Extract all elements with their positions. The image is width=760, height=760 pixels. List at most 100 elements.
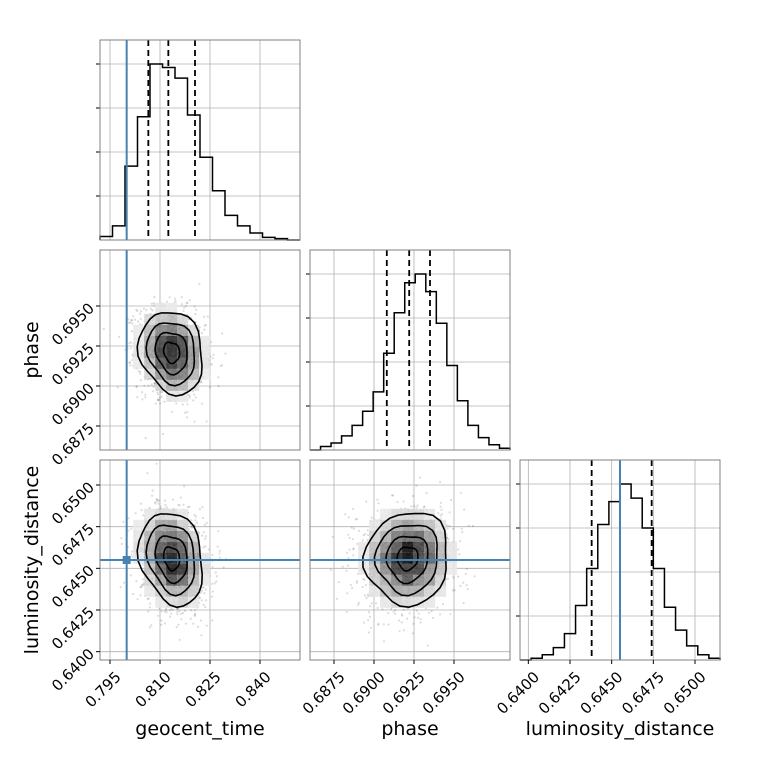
sample-point [139, 317, 142, 320]
sample-point [406, 617, 409, 620]
x-tick-label: 0.825 [182, 668, 225, 711]
sample-point [139, 586, 142, 589]
sample-point [131, 550, 134, 553]
density-cell [166, 574, 178, 586]
sample-point [352, 507, 355, 510]
sample-point [153, 304, 156, 307]
density-cell [133, 324, 145, 336]
sample-point [439, 517, 442, 521]
density-cell [166, 519, 178, 531]
sample-point [210, 363, 213, 366]
sample-point [190, 519, 193, 522]
sample-point [211, 590, 215, 593]
sample-point [382, 640, 386, 643]
sample-point [209, 386, 212, 389]
sample-point [148, 626, 151, 629]
sample-point [141, 578, 144, 581]
contour-line [362, 512, 447, 609]
density-cell [199, 368, 211, 380]
sample-point [337, 581, 340, 584]
density-cell [199, 563, 211, 575]
sample-point [180, 303, 183, 306]
density-cell [166, 390, 178, 402]
sample-point [140, 391, 144, 394]
sample-point [180, 612, 183, 616]
density-cell [155, 379, 167, 391]
density-cell [391, 563, 403, 575]
density-cell [133, 530, 145, 542]
sample-point [356, 542, 359, 546]
sample-point [205, 624, 208, 627]
sample-point [146, 597, 149, 601]
x-tick-label: 0.6400 [493, 668, 543, 718]
density-cell [155, 585, 167, 597]
sample-point [145, 308, 148, 312]
sample-point [377, 623, 380, 626]
sample-point [128, 361, 131, 364]
sample-point [463, 508, 466, 511]
density-cell [166, 335, 178, 347]
sample-point [186, 411, 189, 414]
sample-point [439, 480, 442, 483]
sample-point [213, 582, 216, 585]
sample-point [335, 597, 339, 600]
density-cell [133, 346, 145, 358]
density-cell [188, 324, 200, 336]
sample-point [197, 625, 200, 629]
sample-point [153, 296, 156, 299]
panel-frame [519, 459, 721, 661]
sample-point [177, 623, 180, 626]
density-cell [188, 368, 200, 380]
sample-point [148, 506, 151, 509]
histogram-phase [310, 273, 511, 451]
sample-point [170, 612, 173, 615]
density-cell [177, 530, 189, 542]
sample-point [157, 398, 160, 401]
density-cell [133, 357, 145, 369]
sample-point [377, 502, 380, 505]
sample-point [445, 524, 448, 527]
density-cell [446, 563, 458, 575]
sample-point [171, 608, 174, 612]
sample-point [352, 548, 355, 551]
sample-point [193, 420, 196, 423]
sample-point [143, 384, 146, 387]
sample-point [411, 632, 414, 635]
sample-point [351, 587, 354, 590]
sample-point [423, 505, 426, 508]
sample-point [203, 324, 206, 327]
sample-point [181, 611, 184, 615]
sample-point [394, 612, 397, 616]
sample-point [157, 499, 160, 502]
sample-point [439, 514, 442, 517]
sample-point [131, 354, 134, 357]
y-tick-label: 0.6450 [48, 562, 98, 612]
sample-point [134, 512, 137, 515]
sample-point [352, 547, 355, 550]
sample-point [365, 500, 368, 503]
sample-point [445, 536, 449, 539]
sample-point [183, 411, 186, 414]
sample-point [439, 501, 442, 504]
sample-point [186, 301, 189, 304]
sample-point [147, 384, 150, 387]
x-axis-title-phase: phase [381, 718, 438, 740]
sample-point [329, 568, 332, 572]
sample-point [186, 416, 189, 419]
sample-point [160, 610, 163, 613]
sample-point [437, 512, 440, 515]
sample-point [142, 307, 145, 310]
sample-point [376, 509, 379, 512]
sample-point [344, 513, 347, 516]
sample-point [402, 629, 405, 632]
density-cell [166, 563, 178, 575]
sample-point [387, 623, 390, 626]
sample-point [361, 585, 364, 589]
density-cell [188, 585, 200, 597]
density-cell [144, 519, 156, 531]
sample-point [419, 621, 422, 624]
sample-point [200, 381, 203, 384]
density-cell [155, 302, 167, 314]
sample-point [168, 615, 172, 618]
density-cell [144, 508, 156, 520]
